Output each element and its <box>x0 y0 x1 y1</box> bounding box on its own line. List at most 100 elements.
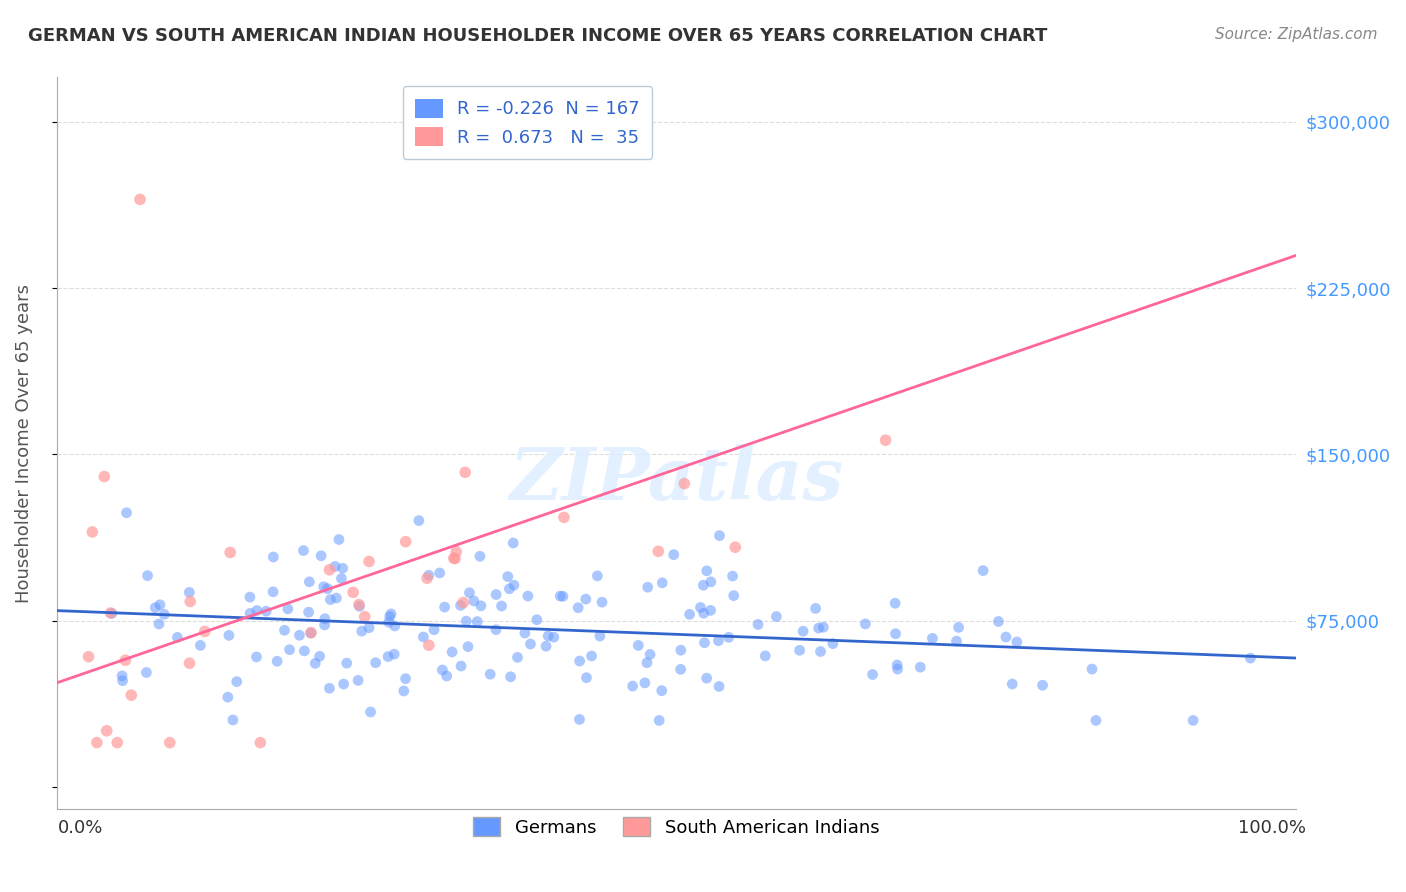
Y-axis label: Householder Income Over 65 years: Householder Income Over 65 years <box>15 284 32 603</box>
Germans <box>364 656 387 670</box>
Germans <box>496 569 519 583</box>
Germans <box>135 665 157 680</box>
Germans <box>278 642 301 657</box>
Germans <box>807 621 830 635</box>
Germans <box>450 659 472 673</box>
Germans <box>648 714 671 728</box>
Germans <box>262 584 284 599</box>
Germans <box>692 578 714 592</box>
Germans <box>669 643 692 657</box>
Germans <box>245 650 267 665</box>
Germans <box>575 592 598 607</box>
Germans <box>1182 714 1205 728</box>
Germans <box>637 580 659 594</box>
Germans <box>499 670 522 684</box>
Germans <box>591 595 613 609</box>
Legend: Germans, South American Indians: Germans, South American Indians <box>465 810 887 844</box>
Germans <box>314 618 336 632</box>
South American Indians <box>105 736 128 750</box>
Germans <box>308 649 330 664</box>
Germans <box>884 626 907 640</box>
Germans <box>266 654 288 668</box>
Germans <box>479 667 502 681</box>
Germans <box>754 648 776 663</box>
South American Indians <box>418 638 440 652</box>
Germans <box>994 630 1017 644</box>
Germans <box>412 630 434 644</box>
South American Indians <box>353 609 375 624</box>
Germans <box>101 607 124 621</box>
Germans <box>621 679 644 693</box>
Germans <box>423 623 446 637</box>
South American Indians <box>159 736 181 750</box>
Germans <box>299 626 322 640</box>
South American Indians <box>443 551 465 566</box>
Germans <box>357 621 380 635</box>
Germans <box>432 663 454 677</box>
Germans <box>693 636 716 650</box>
Germans <box>298 574 321 589</box>
Germans <box>921 632 943 646</box>
South American Indians <box>875 433 897 447</box>
South American Indians <box>318 563 340 577</box>
Germans <box>384 619 406 633</box>
South American Indians <box>673 476 696 491</box>
South American Indians <box>120 688 142 702</box>
Germans <box>378 609 401 624</box>
Germans <box>316 582 339 596</box>
Germans <box>884 596 907 610</box>
Germans <box>519 637 541 651</box>
South American Indians <box>96 723 118 738</box>
Germans <box>222 713 245 727</box>
Germans <box>581 648 603 663</box>
Germans <box>166 631 188 645</box>
Germans <box>636 656 658 670</box>
Germans <box>262 549 284 564</box>
Germans <box>689 600 711 615</box>
Germans <box>537 629 560 643</box>
Germans <box>418 568 440 582</box>
Germans <box>468 549 491 564</box>
Germans <box>627 639 650 653</box>
Germans <box>218 628 240 642</box>
Germans <box>485 588 508 602</box>
South American Indians <box>179 657 201 671</box>
Germans <box>721 569 744 583</box>
Germans <box>458 586 481 600</box>
Germans <box>143 600 166 615</box>
Germans <box>700 574 723 589</box>
Germans <box>696 564 718 578</box>
Germans <box>987 615 1010 629</box>
South American Indians <box>342 585 364 599</box>
Germans <box>111 673 134 688</box>
Germans <box>330 572 353 586</box>
Germans <box>323 559 346 574</box>
Germans <box>534 639 557 653</box>
South American Indians <box>179 594 201 608</box>
Germans <box>503 578 526 592</box>
South American Indians <box>347 598 370 612</box>
South American Indians <box>77 649 100 664</box>
Germans <box>436 669 458 683</box>
Germans <box>692 606 714 620</box>
Germans <box>747 617 769 632</box>
Germans <box>502 536 524 550</box>
Germans <box>723 589 745 603</box>
South American Indians <box>114 653 136 667</box>
Germans <box>765 609 787 624</box>
Germans <box>318 681 340 696</box>
Germans <box>1081 662 1104 676</box>
Germans <box>813 620 835 634</box>
Germans <box>717 631 740 645</box>
Germans <box>586 569 609 583</box>
South American Indians <box>100 606 122 620</box>
Germans <box>945 634 967 648</box>
South American Indians <box>647 544 669 558</box>
Germans <box>441 645 464 659</box>
South American Indians <box>416 571 439 585</box>
Germans <box>347 673 370 688</box>
Germans <box>349 599 371 614</box>
Germans <box>179 585 201 599</box>
Germans <box>392 684 415 698</box>
Germans <box>148 617 170 632</box>
